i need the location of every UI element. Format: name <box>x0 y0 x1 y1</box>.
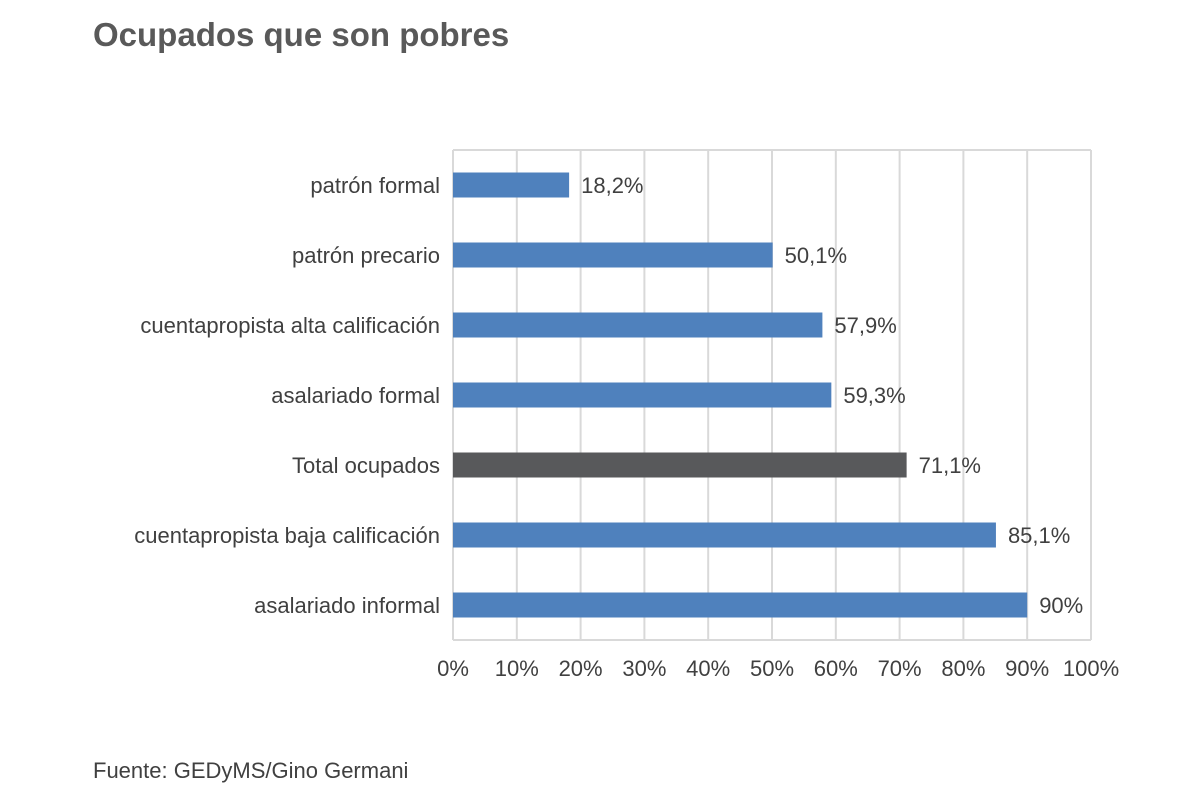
value-labels: 18,2% 50,1% 57,9% 59,3% 71,1% 85,1% 90% <box>581 173 1083 618</box>
category-label: cuentapropista baja calificación <box>134 523 440 548</box>
category-label: Total ocupados <box>292 453 440 478</box>
bar <box>453 242 773 268</box>
category-label: asalariado formal <box>271 383 440 408</box>
data-label: 85,1% <box>1008 523 1070 548</box>
x-axis-ticks: 0% 10% 20% 30% 40% 50% 60% 70% 80% 90% 100% <box>437 656 1119 681</box>
x-tick-label: 100% <box>1063 656 1119 681</box>
x-tick-label: 80% <box>941 656 985 681</box>
x-tick-label: 0% <box>437 656 469 681</box>
bar <box>453 452 907 478</box>
data-label: 59,3% <box>843 383 905 408</box>
data-label: 90% <box>1039 593 1083 618</box>
x-tick-label: 30% <box>622 656 666 681</box>
x-tick-label: 40% <box>686 656 730 681</box>
category-label: patrón formal <box>310 173 440 198</box>
bar <box>453 312 823 338</box>
chart-title: Ocupados que son pobres <box>93 16 510 53</box>
source-note: Fuente: GEDyMS/Gino Germani <box>93 758 409 783</box>
bar <box>453 592 1028 618</box>
category-label: cuentapropista alta calificación <box>140 313 440 338</box>
x-tick-label: 70% <box>878 656 922 681</box>
bar <box>453 522 996 548</box>
bar <box>453 382 832 408</box>
bar <box>453 172 570 198</box>
data-label: 18,2% <box>581 173 643 198</box>
category-label: asalariado informal <box>254 593 440 618</box>
x-tick-label: 60% <box>814 656 858 681</box>
x-tick-label: 90% <box>1005 656 1049 681</box>
category-labels: patrón formal patrón precario cuentapropis… <box>134 173 440 618</box>
data-label: 57,9% <box>834 313 896 338</box>
x-tick-label: 50% <box>750 656 794 681</box>
bars <box>453 172 1028 618</box>
x-tick-label: 10% <box>495 656 539 681</box>
data-label: 71,1% <box>919 453 981 478</box>
data-label: 50,1% <box>785 243 847 268</box>
x-tick-label: 20% <box>559 656 603 681</box>
category-label: patrón precario <box>292 243 440 268</box>
